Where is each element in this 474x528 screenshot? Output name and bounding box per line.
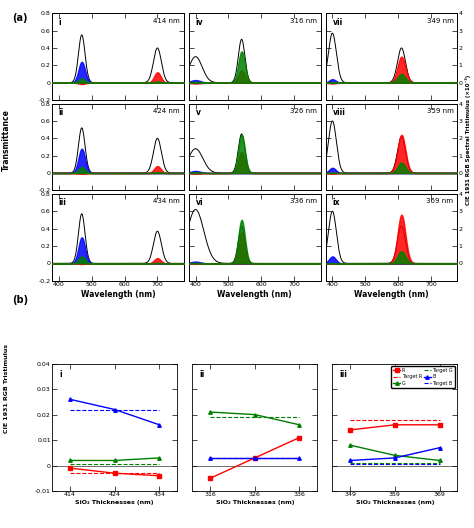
Text: ix: ix <box>332 198 340 207</box>
Text: viii: viii <box>332 108 345 117</box>
X-axis label: Wavelength (nm): Wavelength (nm) <box>81 290 155 299</box>
Text: ii: ii <box>59 108 64 117</box>
Text: vi: vi <box>196 198 203 207</box>
Text: vii: vii <box>332 17 343 26</box>
Text: CIE 1931 RGB Spectral Tristimulus (×10⁻³): CIE 1931 RGB Spectral Tristimulus (×10⁻³… <box>465 75 471 205</box>
X-axis label: SiO₂ Thicknesses (nm): SiO₂ Thicknesses (nm) <box>216 500 294 505</box>
Text: iii: iii <box>59 198 66 207</box>
Text: 359 nm: 359 nm <box>427 108 454 114</box>
Text: Transmittance: Transmittance <box>2 109 10 171</box>
Text: iii: iii <box>340 370 348 379</box>
Text: 316 nm: 316 nm <box>290 17 317 24</box>
Text: (b): (b) <box>12 295 28 305</box>
Text: 336 nm: 336 nm <box>290 198 317 204</box>
X-axis label: SiO₂ Thicknesses (nm): SiO₂ Thicknesses (nm) <box>356 500 434 505</box>
Text: 434 nm: 434 nm <box>153 198 180 204</box>
Text: 424 nm: 424 nm <box>153 108 180 114</box>
X-axis label: SiO₂ Thicknesses (nm): SiO₂ Thicknesses (nm) <box>75 500 154 505</box>
X-axis label: Wavelength (nm): Wavelength (nm) <box>354 290 429 299</box>
Text: (a): (a) <box>12 13 27 23</box>
X-axis label: Wavelength (nm): Wavelength (nm) <box>218 290 292 299</box>
Text: CIE 1931 RGB Tristimulus: CIE 1931 RGB Tristimulus <box>4 344 9 432</box>
Text: 369 nm: 369 nm <box>427 198 454 204</box>
Text: iv: iv <box>196 17 203 26</box>
Text: ii: ii <box>200 370 205 379</box>
Text: 326 nm: 326 nm <box>290 108 317 114</box>
Text: i: i <box>59 17 61 26</box>
Text: 349 nm: 349 nm <box>427 17 454 24</box>
Legend: R, Target R, G, Target G, B, Target B: R, Target R, G, Target G, B, Target B <box>391 366 455 388</box>
Text: i: i <box>60 370 62 379</box>
Text: 414 nm: 414 nm <box>153 17 180 24</box>
Text: v: v <box>196 108 201 117</box>
